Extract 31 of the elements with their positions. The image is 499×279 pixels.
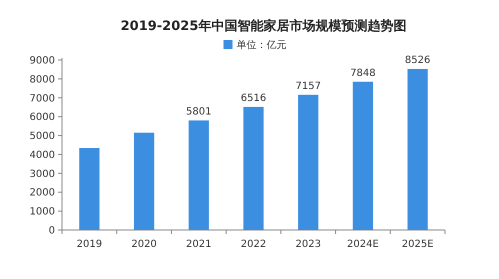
x-tick-label: 2021 — [186, 239, 212, 250]
y-tick-label: 4000 — [30, 150, 55, 161]
data-label: 6516 — [240, 92, 266, 104]
data-label: 7848 — [350, 68, 376, 79]
data-label: 7157 — [295, 80, 321, 92]
bar — [352, 82, 374, 230]
y-tick-label: 7000 — [30, 93, 55, 104]
data-label: 8526 — [404, 54, 430, 66]
y-tick-label: 3000 — [30, 168, 55, 180]
data-label: 5801 — [186, 106, 212, 118]
bar — [134, 132, 154, 230]
bar — [188, 120, 209, 230]
y-tick-label: 8000 — [30, 74, 55, 86]
y-tick-label: 9000 — [30, 56, 55, 66]
y-tick-label: 5000 — [30, 131, 55, 142]
x-tick-label: 2025E — [402, 239, 434, 250]
x-tick-label: 2022 — [240, 239, 266, 250]
x-tick-label: 2020 — [131, 239, 157, 250]
y-tick-label: 0 — [48, 226, 55, 236]
y-tick-label: 2000 — [30, 188, 55, 199]
y-tick-label: 6000 — [30, 112, 55, 124]
bar — [298, 94, 318, 230]
x-tick-label: 2024E — [347, 239, 379, 250]
bar — [79, 148, 100, 230]
x-tick-label: 2019 — [76, 239, 102, 250]
legend-label: 单位：亿元 — [236, 39, 286, 51]
chart-title: 2019-2025年中国智能家居市场规模预测趋势图 — [120, 18, 406, 34]
bar — [408, 68, 428, 230]
bar — [243, 106, 264, 230]
x-tick-label: 2023 — [295, 239, 321, 250]
y-tick-label: 1000 — [30, 206, 55, 218]
